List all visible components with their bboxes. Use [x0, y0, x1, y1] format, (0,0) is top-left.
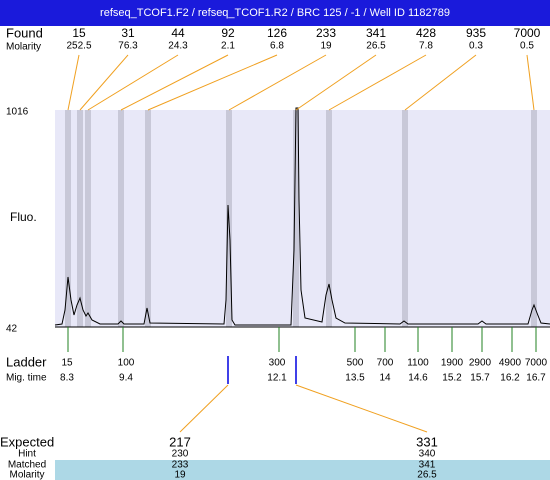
found-connector — [295, 54, 377, 111]
mig-time: 15.2 — [442, 373, 462, 384]
matched-molarity: 19 — [174, 470, 186, 480]
found-molarity: 24.3 — [168, 41, 188, 52]
molarity-label: Molarity — [6, 42, 41, 53]
matched-band — [55, 460, 550, 480]
found-size: 44 — [171, 26, 185, 40]
found-connector — [79, 54, 129, 111]
matched-label: Matched — [8, 460, 46, 471]
mig-time: 13.5 — [345, 373, 365, 384]
ladder-label: Ladder — [6, 354, 47, 369]
found-size: 935 — [466, 26, 486, 40]
found-connector — [328, 54, 427, 111]
mig-time-label: Mig. time — [6, 373, 47, 384]
found-size: 31 — [121, 26, 135, 40]
found-molarity: 6.8 — [270, 41, 284, 52]
ladder-size: 4900 — [499, 358, 522, 369]
hint-size: 230 — [172, 449, 189, 460]
matched-size: 233 — [172, 460, 189, 471]
found-molarity: 19 — [320, 41, 332, 52]
found-label: Found — [6, 25, 43, 40]
peak-band — [65, 110, 71, 327]
found-connector — [87, 54, 179, 111]
peak-band — [85, 110, 91, 327]
mig-time: 8.3 — [60, 373, 74, 384]
peak-band — [145, 110, 151, 327]
molarity-row-label: Molarity — [9, 470, 44, 480]
peak-band — [402, 110, 408, 327]
ladder-size: 15 — [61, 358, 73, 369]
y-axis-label: Fluo. — [10, 210, 37, 224]
ladder-size: 300 — [269, 358, 286, 369]
found-size: 15 — [72, 26, 86, 40]
found-molarity: 2.1 — [221, 41, 235, 52]
peak-band — [77, 110, 83, 327]
y-min-label: 42 — [6, 324, 18, 335]
mig-time: 9.4 — [119, 373, 133, 384]
found-molarity: 76.3 — [118, 41, 138, 52]
plot-area — [55, 110, 550, 327]
mig-time: 14.6 — [408, 373, 428, 384]
found-connector — [526, 54, 535, 111]
mig-time: 14 — [379, 373, 391, 384]
hint-size: 340 — [419, 449, 436, 460]
found-size: 341 — [366, 26, 386, 40]
found-molarity: 0.3 — [469, 41, 483, 52]
matched-molarity: 26.5 — [417, 470, 437, 480]
peak-band — [118, 110, 124, 327]
peak-band — [531, 110, 537, 327]
found-molarity: 7.8 — [419, 41, 433, 52]
expected-size: 217 — [169, 434, 191, 449]
found-size: 92 — [221, 26, 235, 40]
title: refseq_TCOF1.F2 / refseq_TCOF1.R2 / BRC … — [100, 7, 450, 19]
hint-label: Hint — [18, 449, 36, 460]
found-connector — [67, 54, 80, 111]
found-size: 126 — [267, 26, 287, 40]
peak-band — [293, 110, 299, 327]
found-size: 428 — [416, 26, 436, 40]
matched-size: 341 — [419, 460, 436, 471]
mig-time: 15.7 — [470, 373, 490, 384]
expected-size: 331 — [416, 434, 438, 449]
ladder-size: 100 — [118, 358, 135, 369]
found-molarity: 0.5 — [520, 41, 534, 52]
peak-band — [326, 110, 332, 327]
ladder-size: 1900 — [441, 358, 464, 369]
found-connector — [147, 54, 278, 111]
expected-connector — [295, 384, 428, 433]
found-size: 233 — [316, 26, 336, 40]
trace — [54, 107, 550, 326]
found-connector — [404, 54, 477, 111]
mig-time: 16.7 — [526, 373, 546, 384]
found-size: 7000 — [514, 26, 541, 40]
ladder-size: 1100 — [407, 358, 429, 369]
title-bar — [0, 0, 550, 26]
y-max-label: 1016 — [6, 107, 29, 118]
ladder-size: 500 — [347, 358, 364, 369]
mig-time: 16.2 — [500, 373, 520, 384]
ladder-size: 7000 — [525, 358, 548, 369]
mig-time: 12.1 — [267, 373, 287, 384]
ladder-size: 700 — [377, 358, 394, 369]
ladder-size: 2900 — [469, 358, 492, 369]
expected-label: Expected — [0, 434, 54, 449]
found-connector — [228, 54, 327, 111]
found-molarity: 26.5 — [366, 41, 386, 52]
expected-connector — [179, 384, 229, 433]
found-connector — [120, 54, 229, 111]
found-molarity: 252.5 — [66, 41, 91, 52]
